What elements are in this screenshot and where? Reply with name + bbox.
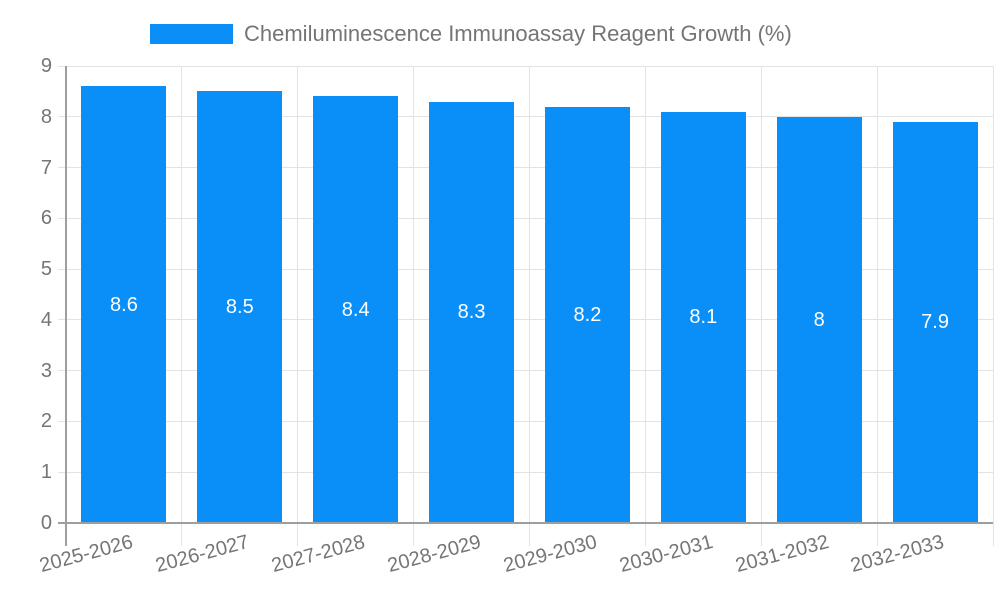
bar-value-label: 8 (813, 308, 825, 331)
x-axis-tick (529, 523, 530, 546)
h-gridline (58, 420, 993, 422)
h-gridline (58, 167, 993, 169)
x-tick-label: 2032-2033 (848, 531, 947, 578)
x-axis-tick (181, 523, 183, 546)
bar[interactable] (313, 96, 399, 523)
x-axis-tick (992, 523, 994, 546)
v-gridline (529, 66, 530, 523)
x-axis-tick (413, 523, 415, 546)
bar-value-label: 8.1 (689, 306, 718, 329)
y-tick-label: 9 (40, 55, 52, 77)
v-gridline (297, 66, 299, 523)
x-tick-label: 2029-2030 (501, 531, 600, 578)
y-tick-label: 2 (40, 410, 52, 433)
x-tick-label: 2027-2028 (269, 531, 368, 578)
v-gridline (413, 66, 415, 523)
bar-value-label: 8.3 (457, 301, 486, 324)
x-tick-label: 2025-2026 (37, 531, 136, 578)
x-axis-line (58, 522, 993, 524)
x-axis-tick (297, 523, 299, 546)
v-gridline (760, 66, 762, 523)
y-tick-label: 4 (40, 308, 52, 331)
v-gridline (181, 66, 183, 523)
x-tick-label: 2031-2032 (732, 531, 831, 578)
x-axis-tick (644, 523, 646, 546)
bar[interactable] (660, 111, 746, 523)
h-gridline (58, 370, 993, 372)
y-tick-label: 0 (40, 512, 52, 534)
y-tick-label: 7 (40, 156, 52, 179)
bar-value-label: 7.9 (921, 311, 949, 334)
h-gridline (58, 116, 993, 118)
h-gridline (58, 268, 993, 270)
v-gridline (876, 66, 878, 523)
h-gridline (58, 217, 993, 219)
bar-value-label: 8.6 (110, 293, 138, 316)
v-gridline (644, 66, 646, 523)
h-gridline (58, 471, 993, 473)
y-tick-label: 3 (40, 359, 52, 382)
x-tick-label: 2030-2031 (616, 531, 716, 578)
y-axis-line (65, 66, 67, 546)
legend-label: Chemiluminescence Immunoassay Reagent Gr… (244, 21, 792, 46)
y-tick-label: 6 (40, 207, 52, 230)
bar[interactable] (81, 86, 167, 523)
x-axis-tick (876, 523, 878, 546)
bar[interactable] (197, 91, 283, 523)
x-tick-label: 2026-2027 (153, 531, 252, 578)
y-tick-label: 8 (40, 105, 52, 128)
bar[interactable] (892, 121, 978, 523)
bar-value-label: 8.4 (341, 298, 370, 321)
x-axis-tick (760, 523, 762, 546)
y-tick-label: 1 (40, 461, 52, 484)
h-gridline (58, 65, 993, 67)
bar-value-label: 8.2 (573, 303, 602, 326)
x-tick-label: 2028-2029 (385, 531, 484, 578)
bar-value-label: 8.5 (225, 296, 254, 319)
v-gridline (992, 66, 994, 523)
bar[interactable] (429, 101, 515, 523)
bar[interactable] (776, 116, 862, 523)
legend-swatch (150, 24, 233, 44)
chart-legend: Chemiluminescence Immunoassay Reagent Gr… (150, 22, 792, 46)
h-gridline (58, 319, 993, 321)
y-tick-label: 5 (40, 258, 52, 281)
bar[interactable] (544, 106, 630, 523)
